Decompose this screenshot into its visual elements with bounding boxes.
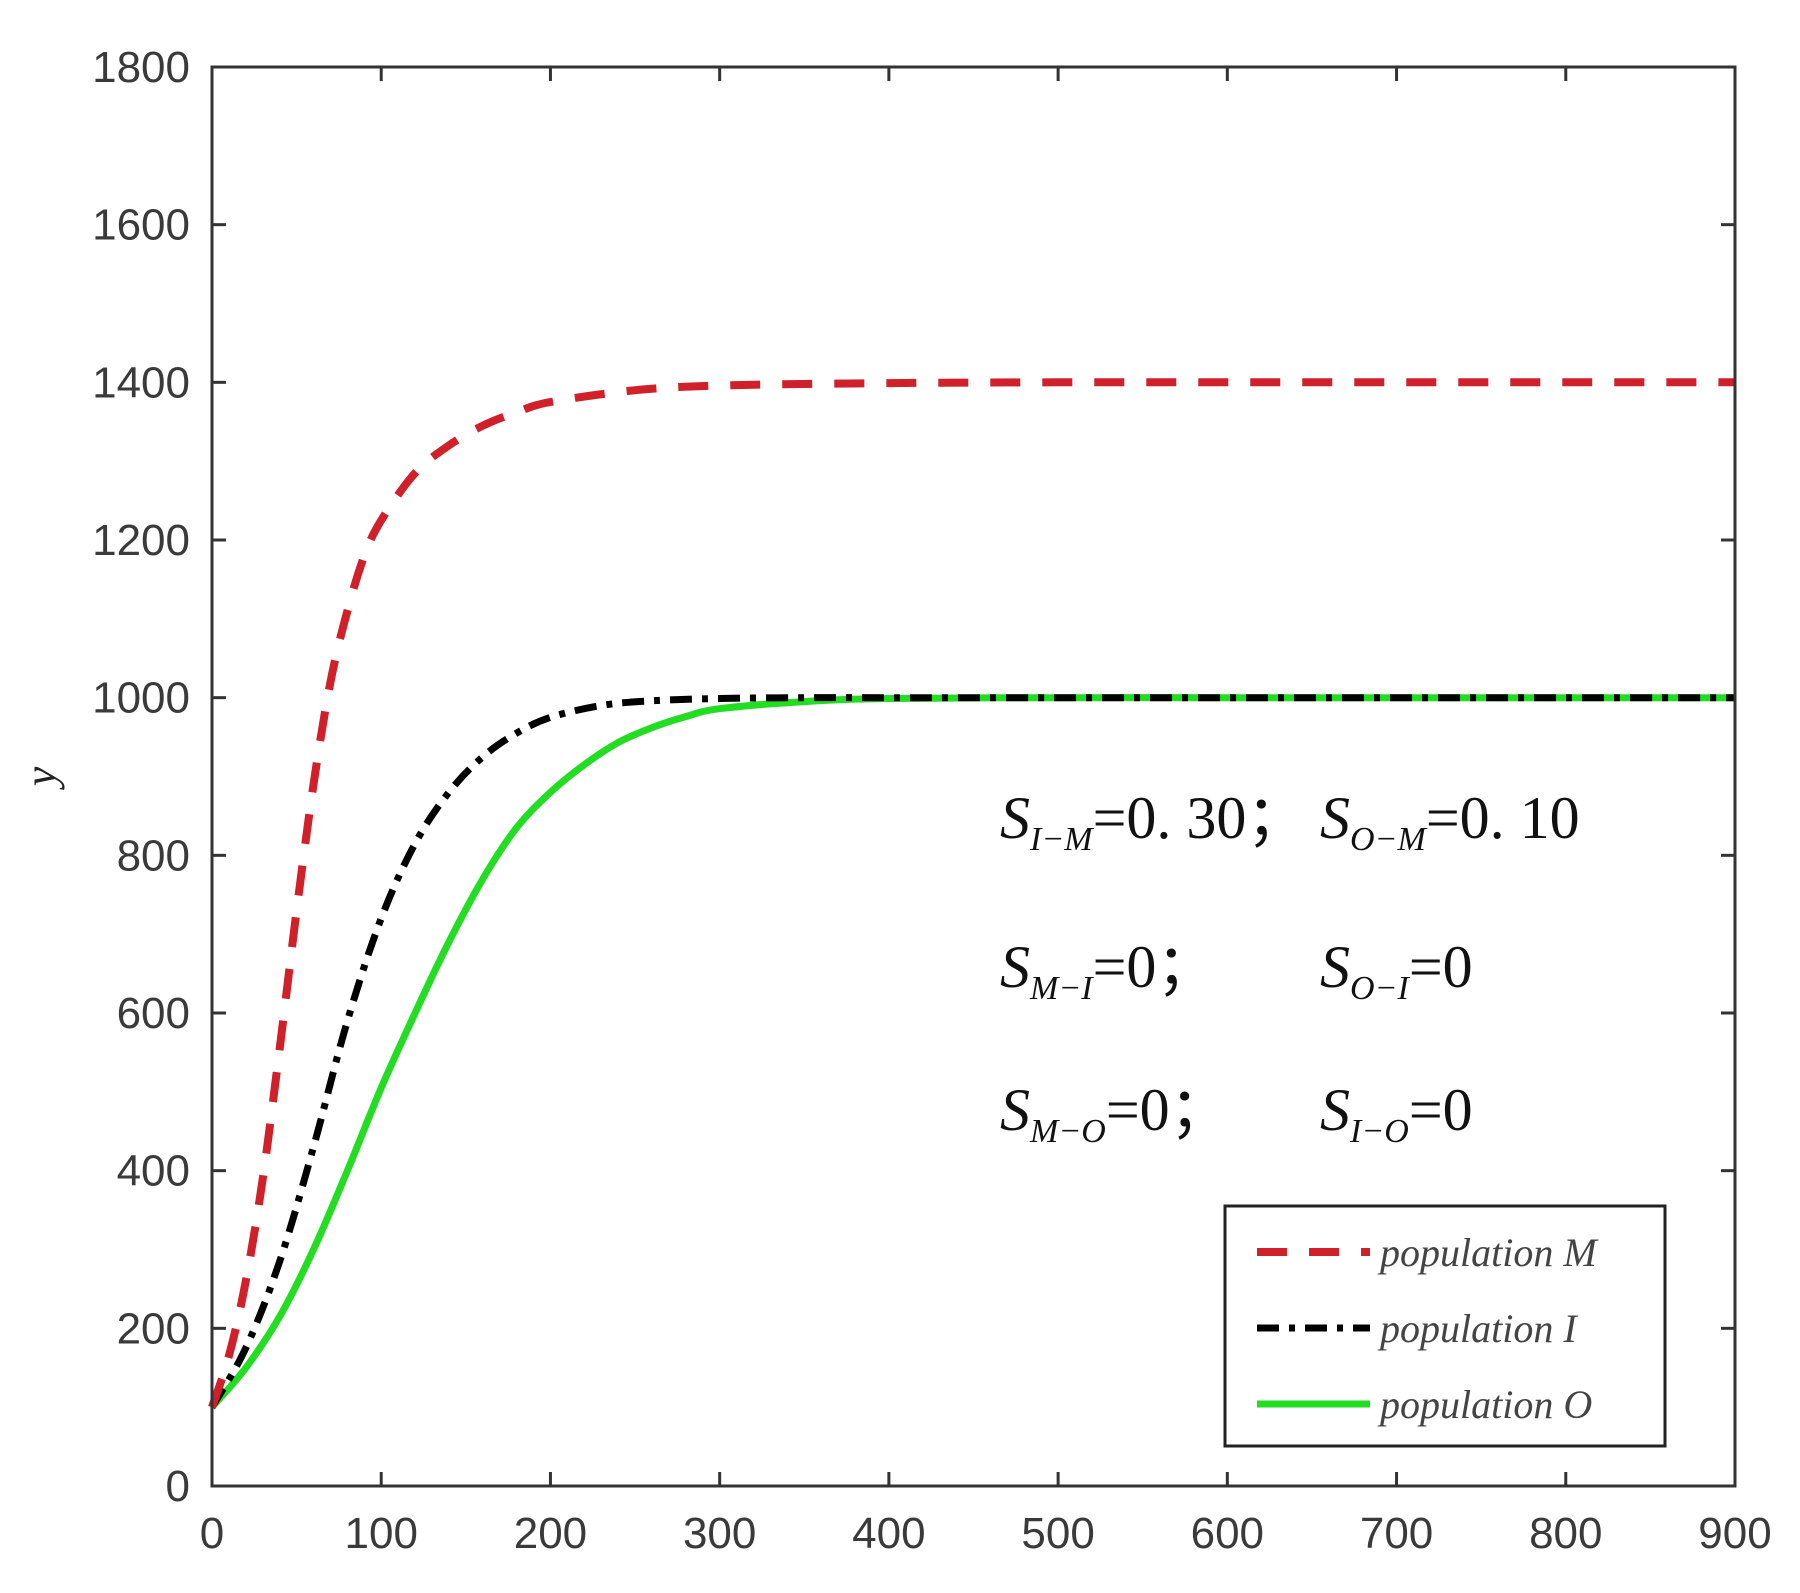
x-tick-label: 600 bbox=[1191, 1509, 1264, 1558]
annotation-symbol: S bbox=[1000, 785, 1030, 851]
x-tick-label: 800 bbox=[1529, 1509, 1602, 1558]
x-tick-label: 200 bbox=[514, 1509, 587, 1558]
series-line-population-m bbox=[208, 378, 1735, 1409]
annotation-parameter: SM−I=0； bbox=[1000, 934, 1216, 1007]
y-tick-labels: 0 200 400 600 800 1000 1200 1400 1600 1800 bbox=[92, 43, 190, 1511]
annotation-value: =0 bbox=[1409, 934, 1473, 1000]
annotation-symbol: S bbox=[1000, 934, 1030, 1000]
legend: population M population I population O bbox=[1223, 1204, 1667, 1448]
y-tick-label: 400 bbox=[117, 1147, 190, 1196]
annotation-symbol: S bbox=[1320, 1077, 1350, 1143]
x-tick-label: 700 bbox=[1360, 1509, 1433, 1558]
x-tick-label: 100 bbox=[345, 1509, 418, 1558]
y-tick-label: 600 bbox=[117, 989, 190, 1038]
annotation-parameter: SI−O=0 bbox=[1320, 1077, 1473, 1150]
annotation-value: =0； bbox=[1093, 934, 1217, 1000]
y-tick-label: 800 bbox=[117, 831, 190, 880]
y-tick-label: 1800 bbox=[92, 43, 190, 92]
annotation-symbol: S bbox=[1320, 934, 1350, 1000]
annotation-value: =0； bbox=[1106, 1077, 1230, 1143]
annotation-value: =0. 30； bbox=[1093, 785, 1307, 851]
legend-label: population I bbox=[1377, 1306, 1578, 1351]
x-tick-label: 300 bbox=[683, 1509, 756, 1558]
y-tick-label: 1200 bbox=[92, 516, 190, 565]
series-lines bbox=[208, 378, 1735, 1410]
x-tick-label: 500 bbox=[1021, 1509, 1094, 1558]
x-tick-label: 900 bbox=[1698, 1509, 1771, 1558]
y-tick-label: 200 bbox=[117, 1304, 190, 1353]
y-axis-label: y bbox=[16, 766, 65, 790]
y-tick-label: 1000 bbox=[92, 674, 190, 723]
y-tick-label: 1600 bbox=[92, 201, 190, 250]
annotation-subscript: I−M bbox=[1029, 821, 1094, 858]
x-tick-label: 0 bbox=[200, 1509, 224, 1558]
legend-label: population O bbox=[1377, 1382, 1592, 1427]
annotation-symbol: S bbox=[1320, 785, 1350, 851]
annotation-subscript: O−M bbox=[1350, 821, 1427, 858]
annotation-parameter: SI−M=0. 30； bbox=[1000, 785, 1306, 858]
annotation-subscript: O−I bbox=[1350, 970, 1410, 1007]
annotation-parameter: SO−I=0 bbox=[1320, 934, 1473, 1007]
annotation-subscript: M−I bbox=[1029, 970, 1094, 1007]
annotation-subscript: M−O bbox=[1029, 1113, 1106, 1150]
x-tick-label: 400 bbox=[852, 1509, 925, 1558]
annotation-value: =0. 10 bbox=[1426, 785, 1580, 851]
x-tick-labels: 0 100 200 300 400 500 600 700 800 900 bbox=[200, 1509, 1772, 1558]
annotation-symbol: S bbox=[1000, 1077, 1030, 1143]
annotation-parameter: SO−M=0. 10 bbox=[1320, 785, 1580, 858]
y-tick-label: 0 bbox=[166, 1462, 190, 1511]
annotation-parameter: SM−O=0； bbox=[1000, 1077, 1230, 1150]
y-tick-label: 1400 bbox=[92, 358, 190, 407]
legend-label: population M bbox=[1377, 1230, 1599, 1275]
plot-frame bbox=[210, 65, 1737, 1488]
annotation-value: =0 bbox=[1409, 1077, 1473, 1143]
annotation-subscript: I−O bbox=[1349, 1113, 1409, 1150]
